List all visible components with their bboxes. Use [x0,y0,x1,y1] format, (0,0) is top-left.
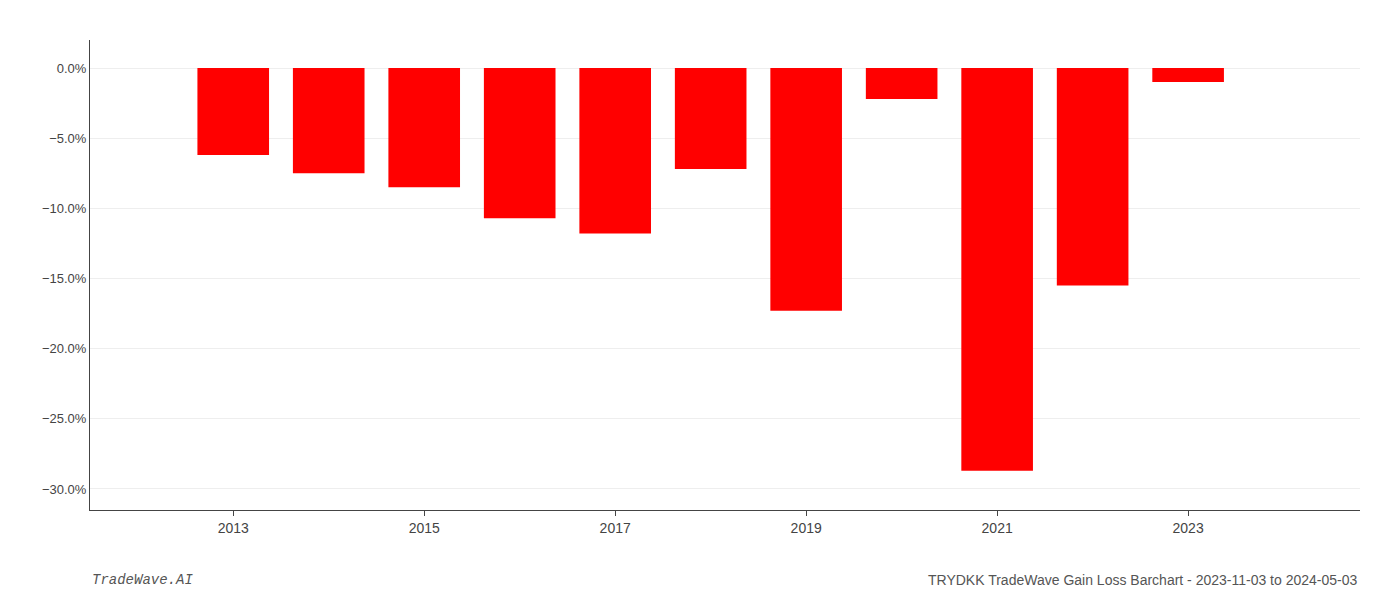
svg-text:2017: 2017 [600,520,631,536]
svg-text:2013: 2013 [218,520,249,536]
svg-text:2015: 2015 [409,520,440,536]
svg-text:2019: 2019 [791,520,822,536]
svg-text:TradeWave.AI: TradeWave.AI [92,572,193,588]
svg-text:TRYDKK TradeWave Gain Loss Bar: TRYDKK TradeWave Gain Loss Barchart - 20… [928,572,1358,588]
svg-text:−20.0%: −20.0% [42,341,87,356]
svg-text:2023: 2023 [1173,520,1204,536]
svg-text:2021: 2021 [982,520,1013,536]
svg-text:−15.0%: −15.0% [42,271,87,286]
svg-text:0.0%: 0.0% [57,61,87,76]
svg-text:−30.0%: −30.0% [42,482,87,497]
svg-text:−10.0%: −10.0% [42,201,87,216]
svg-text:−5.0%: −5.0% [49,131,87,146]
svg-text:−25.0%: −25.0% [42,411,87,426]
